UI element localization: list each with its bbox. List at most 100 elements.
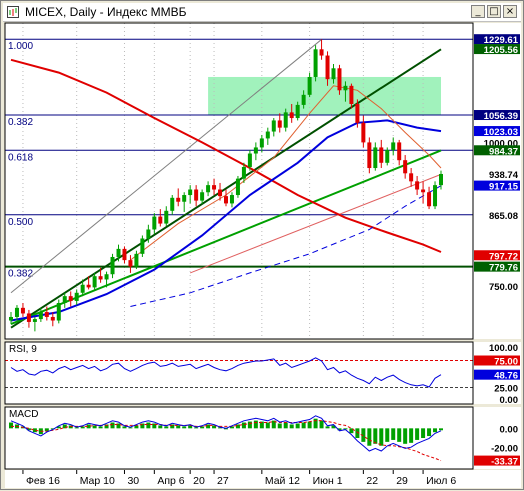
macd-label-box: [474, 423, 520, 434]
macd-histogram-bar: [92, 425, 97, 429]
price-label-box: [474, 126, 520, 137]
candle-body: [403, 160, 408, 174]
candle-body: [134, 253, 139, 267]
macd-axis-label: 0.00: [500, 424, 519, 435]
price-label-box: [474, 209, 520, 220]
macd-histogram-bar: [355, 428, 360, 438]
macd-histogram-bar: [32, 428, 37, 433]
candle-body: [361, 122, 366, 143]
macd-histogram-bar: [212, 425, 217, 429]
candle-body: [116, 248, 121, 257]
rsi-label-box: [474, 342, 520, 352]
macd-histogram-bar: [367, 428, 372, 446]
price-label: 797.72: [489, 251, 518, 262]
close-button[interactable]: ×: [503, 5, 517, 18]
macd-histogram-bar: [128, 427, 133, 429]
candle-body: [32, 319, 37, 322]
rsi-label-box: [474, 394, 520, 404]
candle-body: [235, 178, 240, 196]
candle-body: [421, 189, 426, 193]
macd-title: MACD: [9, 409, 38, 420]
candle-body: [397, 142, 402, 161]
candle-body: [206, 185, 211, 193]
macd-histogram-bar: [427, 428, 432, 437]
candle-body: [283, 112, 288, 128]
macd-histogram-bar: [164, 426, 169, 429]
time-axis-label: Апр 6: [157, 475, 184, 487]
rsi-axis-label: 48.76: [494, 371, 518, 382]
rsi-line: [10, 357, 442, 388]
fib-level-label: 0.382: [8, 269, 33, 280]
candles: [9, 39, 443, 332]
macd-histogram-bar: [122, 426, 127, 429]
candle-body: [349, 85, 354, 104]
macd-histogram-bar: [134, 425, 139, 429]
candle-body: [68, 296, 73, 301]
time-axis-label: Июл 6: [426, 475, 456, 487]
macd-histogram-bar: [259, 421, 264, 429]
title-bar[interactable]: MICEX, Daily - Индекс ММВБ _ □ ×: [3, 3, 521, 22]
macd-histogram-bar: [253, 420, 258, 429]
candle-body: [313, 49, 318, 77]
macd-histogram-bar: [98, 426, 103, 429]
candle-body: [355, 103, 360, 123]
macd-histogram-bar: [277, 423, 282, 429]
fib-level-label: 0.382: [8, 117, 33, 128]
macd-histogram-bar: [116, 423, 121, 429]
macd-histogram-bar: [397, 428, 402, 442]
macd-histogram-bar: [62, 424, 67, 429]
maximize-button[interactable]: □: [487, 5, 501, 18]
macd-histogram-bar: [229, 426, 234, 429]
macd-histogram-bar: [421, 428, 426, 438]
time-axis: Фев 16 Мар 10 30 Апр 6 20 27 Май 12 Июн 1 22 29 Ию…: [22, 470, 456, 487]
candle-body: [307, 76, 312, 95]
candle-body: [92, 276, 97, 288]
price-axis-tick: 750.00: [489, 282, 518, 293]
macd-histogram-bar: [271, 420, 276, 429]
rsi-axis-label: 75.00: [494, 357, 518, 368]
macd-histogram-bar: [433, 428, 438, 433]
rsi-panel-background: [5, 342, 473, 404]
macd-histogram-bar: [319, 420, 324, 429]
macd-histogram-bar: [349, 428, 354, 434]
rsi-axis-label: 100.00: [489, 343, 518, 354]
macd-histogram-bar: [301, 422, 306, 429]
macd-histogram-bar: [361, 428, 366, 442]
candle-body: [9, 316, 13, 321]
candle-body: [218, 189, 223, 197]
macd-line: [10, 415, 442, 452]
candle-body: [194, 189, 199, 201]
rsi-axis-label: 25.00: [494, 384, 518, 395]
time-axis-label: Мар 10: [80, 475, 115, 487]
candle-body: [212, 185, 217, 190]
candle-body: [265, 131, 270, 139]
price-label-box: [474, 261, 520, 272]
candle-body: [110, 256, 115, 275]
candle-body: [241, 166, 246, 179]
macd-histogram-bar: [140, 423, 145, 429]
candle-body: [253, 147, 258, 154]
candle-body: [74, 292, 79, 301]
time-axis-label: 27: [217, 475, 229, 487]
macd-histogram-bar: [176, 425, 181, 429]
macd-histogram-bar: [247, 421, 252, 429]
macd-histogram-bar: [224, 428, 228, 430]
moving-average-dashed: [130, 185, 442, 307]
candle-body: [122, 248, 127, 261]
price-label-box: [474, 145, 520, 156]
candle-body: [343, 85, 348, 91]
rsi-axis-label: 0.00: [500, 395, 519, 406]
macd-histogram-bar: [235, 424, 240, 429]
macd-panel-background: [5, 407, 473, 469]
candle-body: [158, 216, 163, 224]
macd-histogram-bar: [331, 425, 336, 429]
candle-body: [415, 181, 420, 190]
rsi-label-box: [474, 355, 520, 366]
candle-body: [164, 210, 169, 224]
fib-level-label: 1.000: [8, 41, 33, 52]
minimize-button[interactable]: _: [471, 5, 485, 18]
candle-body: [337, 68, 342, 91]
time-axis-label: Май 12: [265, 475, 300, 487]
